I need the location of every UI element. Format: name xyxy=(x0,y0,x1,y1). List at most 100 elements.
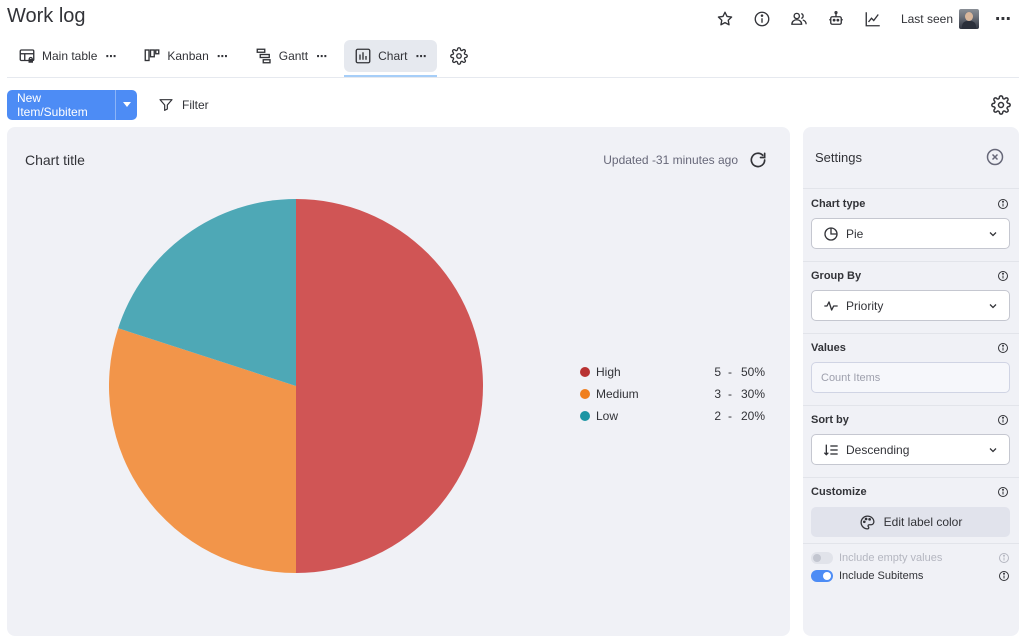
legend-color-dot xyxy=(580,411,590,421)
sort-by-select[interactable]: Descending xyxy=(811,434,1010,465)
board-settings-gear-icon[interactable] xyxy=(991,95,1011,115)
tab-chart[interactable]: Chart ⋯ xyxy=(344,40,438,77)
include-empty-values-label: Include empty values xyxy=(839,552,943,564)
include-subitems-label: Include Subitems xyxy=(839,570,924,582)
settings-divider xyxy=(803,477,1019,478)
pulse-icon xyxy=(822,297,840,315)
sort-by-value: Descending xyxy=(846,442,910,457)
group-by-value: Priority xyxy=(846,298,884,313)
filter-icon xyxy=(159,99,173,111)
legend-color-dot xyxy=(580,367,590,377)
filter-label: Filter xyxy=(182,98,209,112)
chevron-down-icon xyxy=(989,447,997,452)
filter-button[interactable]: Filter xyxy=(158,92,209,118)
settings-divider xyxy=(803,333,1019,334)
last-seen-button[interactable]: Last seen xyxy=(901,9,979,29)
tab-kanban[interactable]: Kanban ⋯ xyxy=(133,40,238,72)
table-icon xyxy=(18,47,36,65)
tab-label: Chart xyxy=(378,49,408,63)
palette-icon xyxy=(860,514,875,530)
new-item-button[interactable]: New Item/Subitem xyxy=(7,90,137,120)
pie-slice-low[interactable] xyxy=(118,199,296,386)
tab-label: Main table xyxy=(42,49,98,63)
info-icon[interactable] xyxy=(997,414,1009,426)
settings-divider xyxy=(803,405,1019,406)
legend-color-dot xyxy=(580,389,590,399)
caret-down-icon[interactable] xyxy=(115,90,137,120)
tabs-divider xyxy=(7,77,1019,78)
star-icon[interactable] xyxy=(714,8,736,30)
tab-main-table[interactable]: Main table ⋯ xyxy=(8,40,127,72)
pie-slice-medium[interactable] xyxy=(108,328,296,573)
legend-count: 5 xyxy=(714,365,721,379)
chart-type-select[interactable]: Pie xyxy=(811,218,1010,249)
view-settings-gear-icon[interactable] xyxy=(443,40,475,72)
legend-percentage: 50% xyxy=(740,365,765,379)
pie-chart-icon xyxy=(822,225,840,243)
info-icon[interactable] xyxy=(998,552,1010,564)
sort-descending-icon xyxy=(822,441,840,459)
people-icon[interactable] xyxy=(788,8,810,30)
legend-separator: - xyxy=(728,409,732,423)
legend-count: 2 xyxy=(714,409,721,423)
values-input[interactable] xyxy=(811,362,1010,393)
legend-label: Low xyxy=(596,409,619,423)
tab-more-icon[interactable]: ⋯ xyxy=(216,50,229,63)
chart-title[interactable]: Chart title xyxy=(25,152,85,168)
sort-by-label: Sort by xyxy=(811,414,849,426)
legend-label: High xyxy=(596,365,621,379)
edit-label-color-button[interactable]: Edit label color xyxy=(811,507,1010,537)
legend-item-medium[interactable]: Medium 3-30% xyxy=(580,383,765,405)
info-icon[interactable] xyxy=(997,486,1009,498)
refresh-icon[interactable] xyxy=(748,150,768,170)
kanban-icon xyxy=(143,47,161,65)
new-item-label: New Item/Subitem xyxy=(17,91,88,119)
legend-count: 3 xyxy=(714,387,721,401)
legend-percentage: 20% xyxy=(740,409,765,423)
group-by-label: Group By xyxy=(811,270,862,282)
chart-type-value: Pie xyxy=(846,226,864,241)
chart-type-label: Chart type xyxy=(811,198,866,210)
legend-label: Medium xyxy=(596,387,639,401)
view-tabs: Main table ⋯ Kanban ⋯ Gantt ⋯ Chart ⋯ xyxy=(8,40,475,77)
chart-panel: Chart title Updated -31 minutes ago High… xyxy=(7,127,790,636)
settings-divider xyxy=(803,261,1019,262)
tab-label: Gantt xyxy=(278,49,309,63)
more-options-icon[interactable]: ⋯ xyxy=(995,11,1012,28)
tab-label: Kanban xyxy=(167,49,209,63)
header-actions: Last seen ⋯ xyxy=(699,6,1012,32)
legend-item-high[interactable]: High 5-50% xyxy=(580,361,765,383)
pie-slice-high[interactable] xyxy=(296,199,483,573)
include-subitems-row: Include Subitems xyxy=(811,568,1010,584)
chart-legend: High 5-50% Medium 3-30% Low 2-20% xyxy=(580,361,765,427)
group-by-select[interactable]: Priority xyxy=(811,290,1010,321)
edit-label-color-label: Edit label color xyxy=(883,515,963,529)
include-subitems-toggle[interactable] xyxy=(811,570,833,582)
info-icon[interactable] xyxy=(997,198,1009,210)
legend-separator: - xyxy=(728,365,732,379)
updated-timestamp: Updated -31 minutes ago xyxy=(603,153,738,167)
bar-chart-icon xyxy=(354,47,372,65)
settings-divider xyxy=(803,543,1019,544)
settings-panel: Settings Chart type Pie Group By Priorit… xyxy=(803,127,1019,636)
activity-chart-icon[interactable] xyxy=(862,8,884,30)
gantt-icon xyxy=(255,47,273,65)
tab-more-icon[interactable]: ⋯ xyxy=(105,50,118,63)
include-empty-values-row: Include empty values xyxy=(811,550,1010,566)
page-title: Work log xyxy=(7,5,86,27)
info-icon[interactable] xyxy=(997,342,1009,354)
info-icon[interactable] xyxy=(997,270,1009,282)
info-icon[interactable] xyxy=(751,8,773,30)
last-seen-label: Last seen xyxy=(900,12,953,26)
legend-separator: - xyxy=(728,387,732,401)
settings-divider xyxy=(803,188,1019,189)
include-empty-values-toggle[interactable] xyxy=(811,552,833,564)
tab-gantt[interactable]: Gantt ⋯ xyxy=(245,40,338,72)
tab-more-icon[interactable]: ⋯ xyxy=(316,50,329,63)
close-icon[interactable] xyxy=(985,147,1005,167)
settings-title: Settings xyxy=(815,150,862,165)
tab-more-icon[interactable]: ⋯ xyxy=(415,50,428,63)
legend-item-low[interactable]: Low 2-20% xyxy=(580,405,765,427)
robot-icon[interactable] xyxy=(825,8,847,30)
info-icon[interactable] xyxy=(998,570,1010,582)
